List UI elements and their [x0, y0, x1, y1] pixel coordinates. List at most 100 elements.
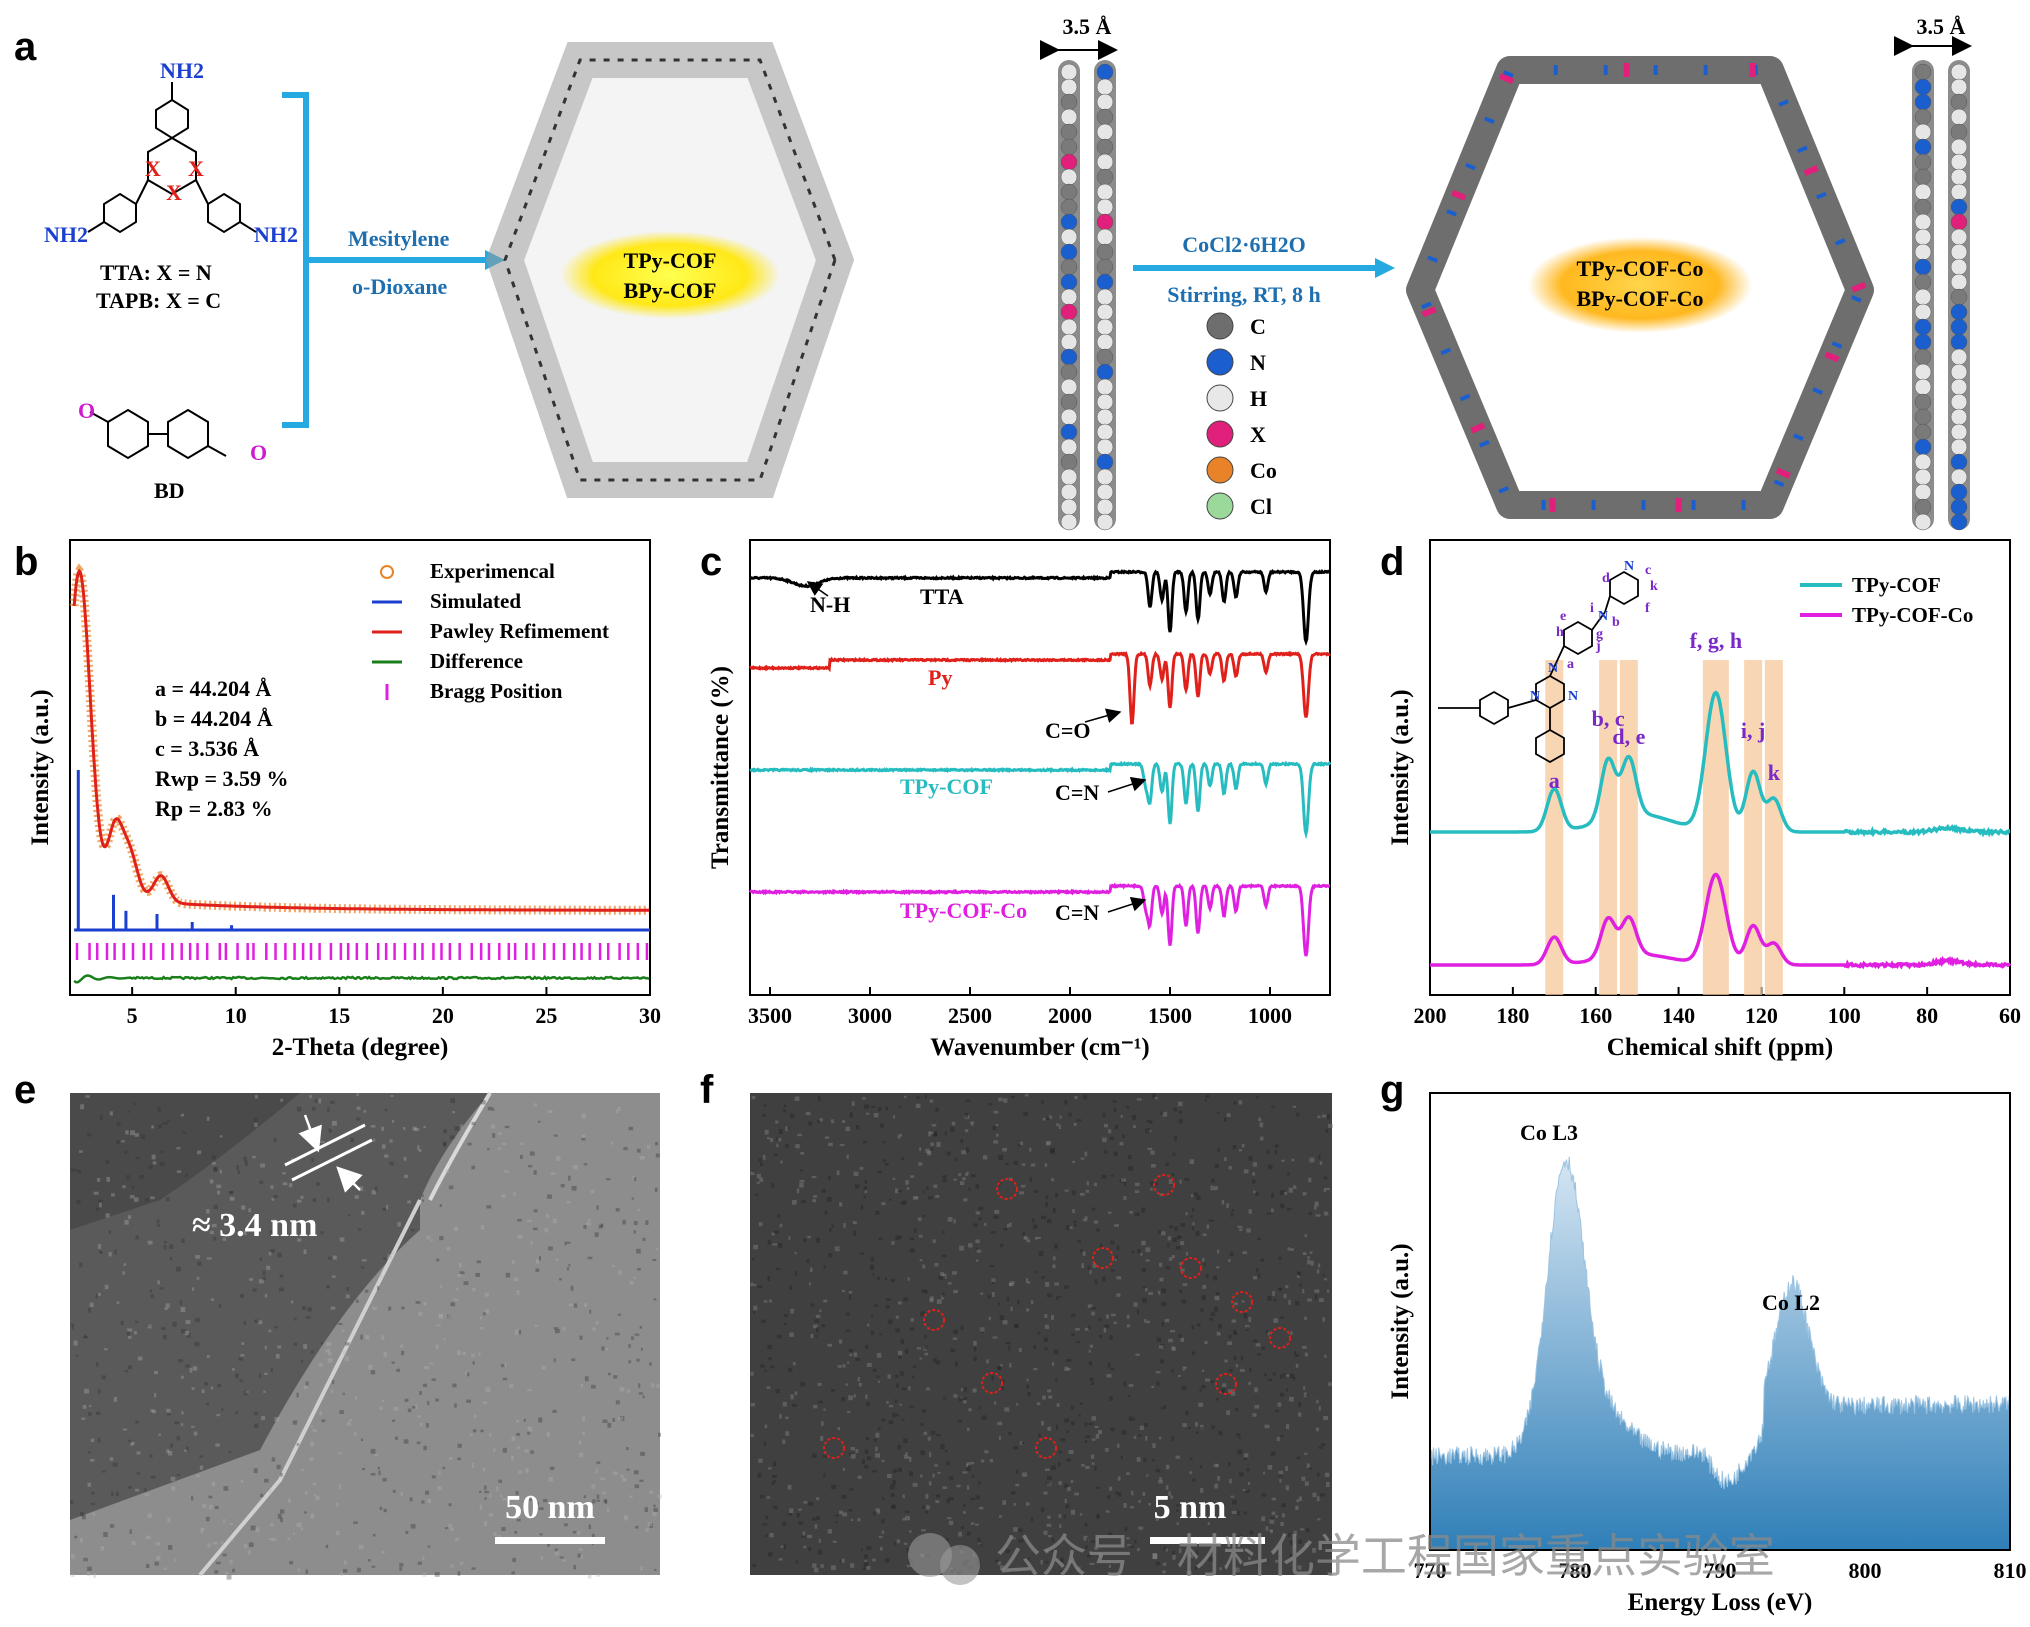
tem-grain	[578, 1440, 582, 1445]
haadf-grain	[810, 1267, 813, 1271]
haadf-grain	[899, 1133, 902, 1137]
haadf-grain	[792, 1200, 797, 1205]
tem-grain	[500, 1493, 503, 1498]
tem-grain	[133, 1102, 136, 1105]
tem-grain	[636, 1248, 641, 1254]
haadf-grain	[946, 1461, 951, 1466]
haadf-grain	[1171, 1551, 1175, 1555]
tem-grain	[422, 1556, 425, 1561]
tem-grain	[541, 1365, 546, 1370]
haadf-grain	[1084, 1327, 1089, 1331]
haadf-grain	[881, 1459, 885, 1463]
haadf-grain	[871, 1314, 874, 1318]
tem-grain	[476, 1260, 481, 1264]
haadf-grain	[1094, 1546, 1099, 1550]
haadf-grain	[779, 1414, 782, 1419]
tem-grain	[149, 1289, 152, 1293]
haadf-grain	[785, 1416, 789, 1419]
tem-grain	[444, 1527, 448, 1530]
haadf-grain	[947, 1282, 952, 1285]
haadf-grain	[1265, 1526, 1269, 1531]
haadf-grain	[808, 1547, 812, 1552]
haadf-grain	[1023, 1235, 1028, 1239]
haadf-grain	[785, 1431, 790, 1436]
haadf-grain	[937, 1471, 941, 1474]
atom-sphere	[1950, 363, 1968, 381]
atom-sphere	[1096, 63, 1114, 81]
haadf-grain	[1286, 1388, 1289, 1392]
haadf-grain	[935, 1500, 940, 1503]
tem-grain	[294, 1317, 297, 1321]
haadf-grain	[909, 1471, 913, 1477]
haadf-grain	[1300, 1528, 1305, 1531]
haadf-grain	[1002, 1320, 1008, 1325]
haadf-grain	[1234, 1567, 1240, 1573]
tem-grain	[197, 1150, 202, 1155]
haadf-grain	[943, 1397, 946, 1400]
tem-grain	[116, 1121, 121, 1127]
lattice-param: b = 44.204 Å	[155, 706, 273, 731]
haadf-grain	[1184, 1178, 1189, 1181]
tem-grain	[105, 1213, 110, 1218]
haadf-grain	[1178, 1119, 1183, 1124]
tem-grain	[79, 1538, 83, 1543]
haadf-grain	[957, 1419, 963, 1423]
tem-grain	[613, 1375, 618, 1379]
haadf-grain	[952, 1337, 958, 1340]
tem-grain	[603, 1499, 607, 1503]
haadf-grain	[795, 1560, 798, 1564]
haadf-grain	[909, 1237, 914, 1241]
haadf-grain	[1214, 1306, 1218, 1312]
tem-grain	[196, 1276, 200, 1280]
tem-grain	[471, 1462, 474, 1468]
haadf-grain	[753, 1283, 757, 1286]
haadf-grain	[1138, 1526, 1144, 1530]
haadf-grain	[813, 1405, 818, 1409]
haadf-grain	[800, 1169, 803, 1172]
ftir-x-tick-label: 2500	[948, 1003, 992, 1028]
haadf-grain	[1070, 1509, 1076, 1515]
atom-sphere	[1096, 468, 1114, 486]
haadf-grain	[973, 1356, 977, 1361]
haadf-grain	[1257, 1237, 1261, 1241]
haadf-grain	[1138, 1434, 1141, 1437]
haadf-grain	[890, 1278, 895, 1283]
haadf-grain	[768, 1467, 772, 1470]
tem-grain	[130, 1443, 134, 1446]
haadf-grain	[1208, 1556, 1213, 1562]
haadf-grain	[1053, 1256, 1056, 1261]
tem-grain	[635, 1525, 639, 1529]
haadf-grain	[1047, 1515, 1051, 1519]
tem-grain	[598, 1224, 603, 1229]
panel-e-tem-image	[70, 1091, 662, 1580]
haadf-grain	[864, 1345, 869, 1349]
haadf-grain	[1033, 1345, 1036, 1350]
haadf-grain	[750, 1402, 755, 1407]
haadf-grain	[1180, 1241, 1185, 1246]
structure-label: N	[1624, 559, 1634, 574]
haadf-grain	[847, 1361, 850, 1364]
haadf-grain	[906, 1564, 912, 1568]
tem-grain	[127, 1328, 133, 1332]
tem-grain	[626, 1468, 630, 1471]
tem-grain	[339, 1237, 345, 1242]
haadf-grain	[794, 1391, 798, 1396]
tem-grain	[159, 1162, 165, 1166]
haadf-grain	[1248, 1557, 1251, 1560]
atom-sphere	[1914, 498, 1932, 516]
tem-grain	[512, 1557, 516, 1562]
haadf-grain	[1088, 1361, 1093, 1366]
haadf-grain	[906, 1548, 910, 1553]
tem-grain	[580, 1554, 583, 1559]
atom-legend-swatch-c	[1206, 312, 1234, 340]
haadf-grain	[817, 1120, 820, 1123]
haadf-grain	[1181, 1386, 1187, 1391]
tem-grain	[559, 1556, 564, 1559]
haadf-grain	[1095, 1433, 1100, 1439]
haadf-grain	[1126, 1314, 1130, 1319]
haadf-grain	[837, 1365, 842, 1368]
atom-sphere	[1914, 228, 1932, 246]
tem-grain	[601, 1346, 605, 1351]
haadf-grain	[1059, 1524, 1062, 1529]
haadf-grain	[994, 1559, 1000, 1563]
